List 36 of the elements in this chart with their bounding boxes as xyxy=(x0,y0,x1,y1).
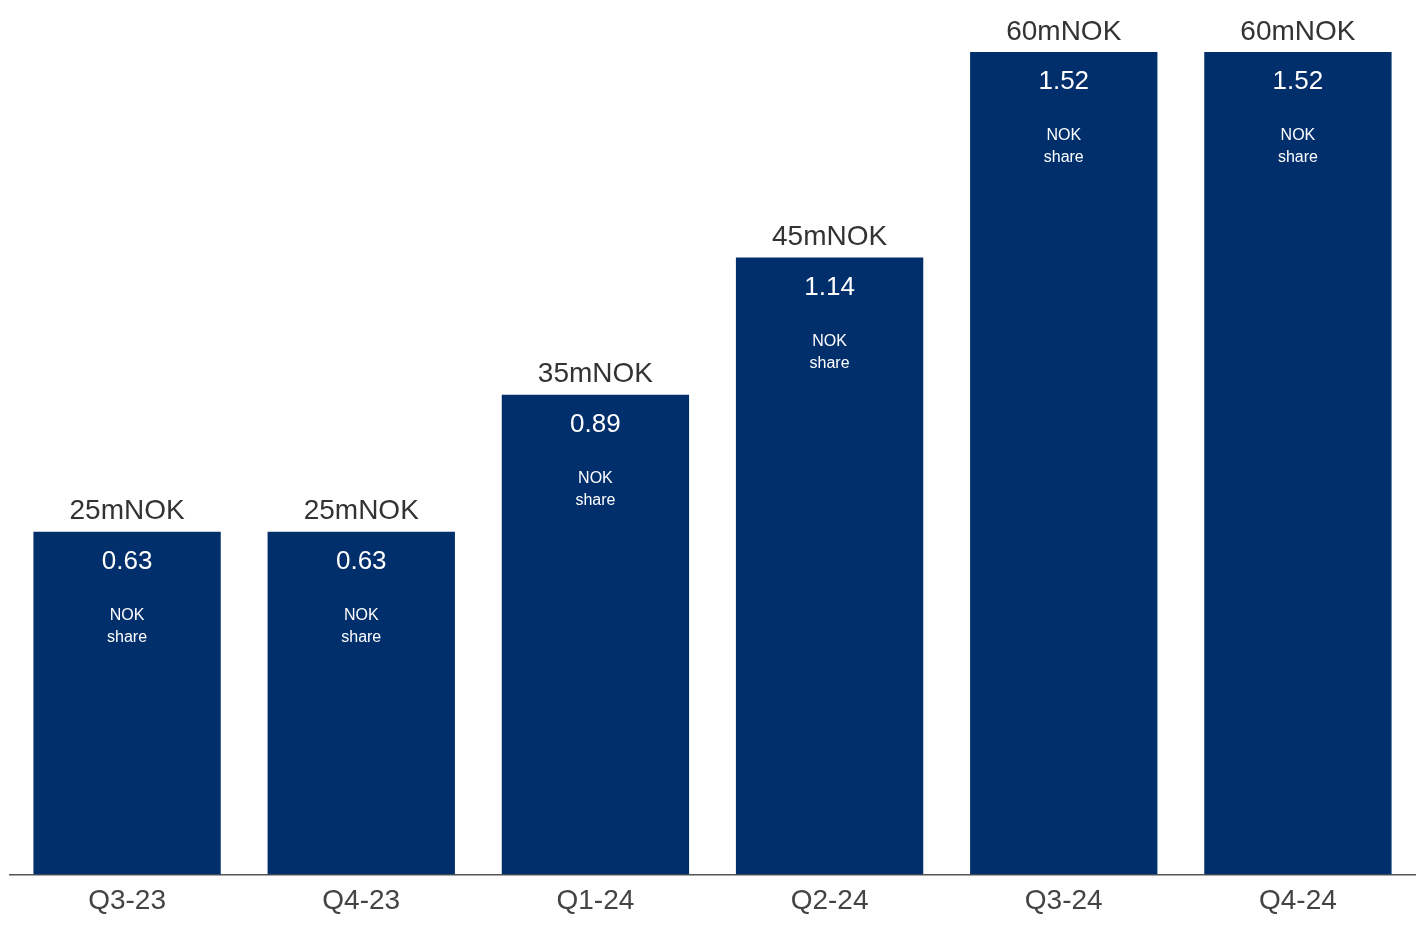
bar xyxy=(1204,52,1392,875)
annotation: 0.63 xyxy=(101,544,153,575)
annotation: 1.52 xyxy=(1272,65,1324,96)
annotation: NOK xyxy=(343,606,379,624)
annotation: NOK xyxy=(109,606,145,624)
x-tick-label: Q2-24 xyxy=(790,883,869,915)
bar xyxy=(33,531,221,875)
data-label: 45mNOK xyxy=(772,220,888,252)
bar xyxy=(267,531,455,875)
x-tick-label: Q4-23 xyxy=(322,883,401,915)
annotation: share xyxy=(107,628,148,646)
annotation: 0.63 xyxy=(335,544,387,575)
annotation: NOK xyxy=(578,469,614,487)
bar xyxy=(970,52,1158,875)
annotation: NOK xyxy=(1046,126,1082,144)
annotation: 1.14 xyxy=(804,270,855,301)
data-label: 60mNOK xyxy=(1240,14,1356,46)
data-label: 35mNOK xyxy=(537,357,654,389)
annotation: share xyxy=(341,628,382,646)
annotation: 0.89 xyxy=(570,407,621,438)
bar xyxy=(501,394,690,875)
annotation: NOK xyxy=(1280,126,1316,144)
data-label: 60mNOK xyxy=(1006,14,1122,46)
x-tick-label: Q3-23 xyxy=(88,883,166,915)
data-label: 25mNOK xyxy=(69,494,185,526)
annotation: 1.52 xyxy=(1038,65,1090,96)
x-tick-label: Q3-24 xyxy=(1024,883,1103,915)
annotation: NOK xyxy=(812,332,848,350)
data-label: 25mNOK xyxy=(303,494,420,526)
annotation: share xyxy=(809,354,850,372)
x-tick-label: Q1-24 xyxy=(556,883,635,915)
x-tick-label: Q4-24 xyxy=(1259,883,1337,915)
annotation: share xyxy=(575,491,616,509)
annotation: share xyxy=(1277,148,1319,166)
annotation: share xyxy=(1043,148,1084,166)
bar xyxy=(735,257,924,875)
